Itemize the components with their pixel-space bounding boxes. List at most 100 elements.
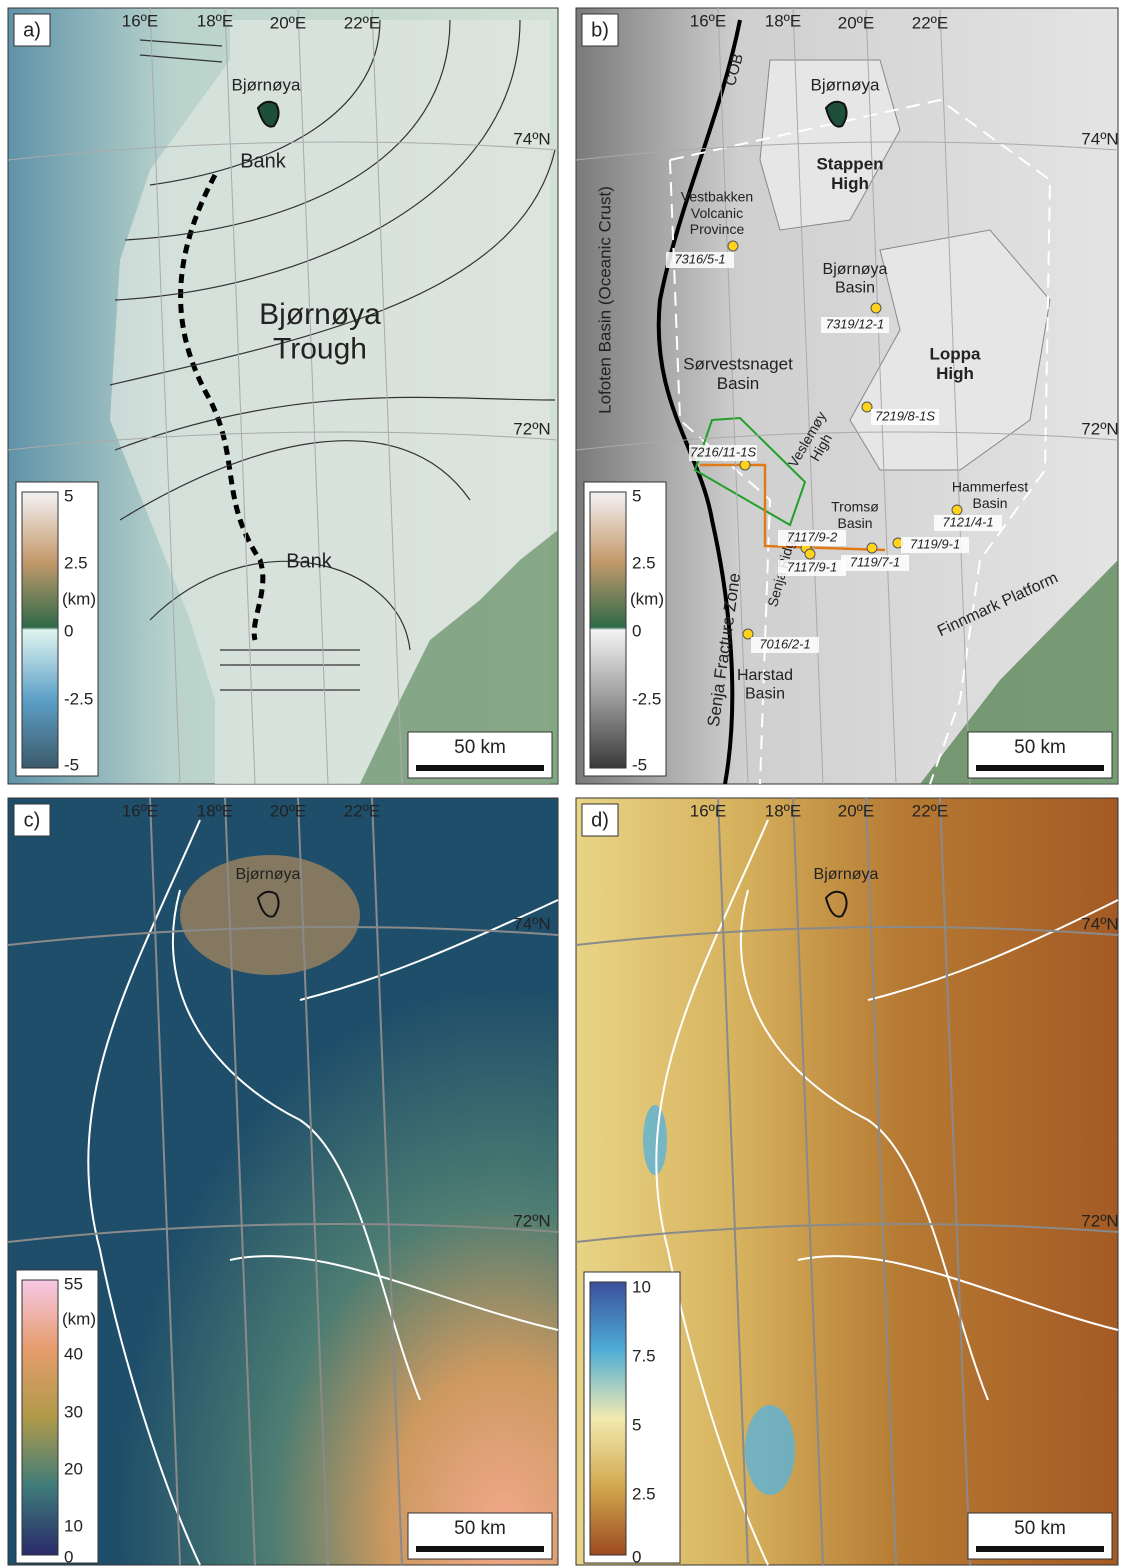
panel-label: b)	[591, 19, 609, 41]
latitude-label: 74ºN	[513, 914, 550, 933]
colorbar-tick-label: 5	[632, 1415, 641, 1434]
latitude-label: 72ºN	[513, 1211, 550, 1230]
colorbar-tick-label: 40	[64, 1344, 83, 1363]
colorbar-unit: (km)	[62, 589, 96, 608]
colorbar-tick-label: 20	[64, 1459, 83, 1478]
place-name: HarstadBasin	[737, 667, 793, 702]
place-name-line: Volcanic	[691, 205, 743, 221]
longitude-label: 18ºE	[765, 11, 801, 30]
anomaly	[643, 1105, 667, 1175]
colorbar-unit: (km)	[630, 589, 664, 608]
place-name-line: Basin	[972, 495, 1007, 511]
well-label: 7016/2-1	[759, 636, 810, 651]
scale-bar	[416, 1546, 544, 1552]
scale-bar	[976, 1546, 1104, 1552]
latitude-label: 74ºN	[1081, 914, 1118, 933]
well-label: 7119/7-1	[850, 554, 900, 569]
well-label: 7216/11-1S	[690, 444, 757, 459]
colorbar-tick-label: 2.5	[632, 1484, 656, 1503]
longitude-label: 16ºE	[122, 801, 158, 820]
well-label: 7119/9-1	[910, 536, 960, 551]
place-name: Bjørnøya	[236, 866, 301, 883]
colorbar-tick-label: 0	[64, 1547, 73, 1566]
longitude-label: 20ºE	[838, 801, 874, 820]
place-name: TromsøBasin	[831, 499, 879, 531]
place-name-line: Bjørnøya	[232, 75, 302, 94]
latitude-label: 72ºN	[1081, 1211, 1118, 1230]
colorbar-tick-label: 5	[64, 486, 73, 505]
scale-bar	[416, 765, 544, 771]
latitude-label: 74ºN	[1081, 129, 1118, 148]
place-name-line: High	[831, 174, 869, 193]
place-name-line: Loppa	[930, 344, 982, 363]
longitude-label: 20ºE	[270, 801, 306, 820]
colorbar	[590, 492, 626, 768]
place-name: Bank	[286, 550, 333, 572]
place-name-line: Bjørnøya	[259, 298, 381, 331]
colorbar-tick-label: 0	[632, 1547, 641, 1566]
place-name-line: High	[936, 364, 974, 383]
longitude-label: 16ºE	[690, 11, 726, 30]
scale-label: 50 km	[454, 737, 506, 758]
longitude-label: 22ºE	[912, 13, 948, 32]
place-name-line: Lofoten Basin (Oceanic Crust)	[595, 186, 614, 414]
well-label: 7117/9-2	[787, 529, 838, 544]
longitude-label: 16ºE	[122, 11, 158, 30]
colorbar-tick-label: 7.5	[632, 1346, 656, 1365]
longitude-label: 18ºE	[197, 801, 233, 820]
place-name-line: Bjørnøya	[811, 75, 881, 94]
well	[862, 402, 872, 412]
colorbar-tick-label: 2.5	[632, 553, 656, 572]
panel-label: a)	[23, 19, 41, 41]
place-name: Bank	[240, 150, 287, 172]
well-label: 7319/12-1	[826, 316, 885, 331]
colorbar-tick-label: 0	[64, 621, 73, 640]
place-name-line: Bjørnøya	[823, 261, 888, 278]
scale-label: 50 km	[1014, 737, 1066, 758]
latitude-label: 74ºN	[513, 129, 550, 148]
place-name-line: Basin	[837, 515, 872, 531]
colorbar-tick-label: 10	[632, 1277, 651, 1296]
place-name-line: Province	[690, 221, 745, 237]
colorbar	[590, 1282, 626, 1555]
place-name: Bjørnøya	[232, 75, 302, 94]
place-name-line: Bank	[240, 150, 287, 172]
longitude-label: 22ºE	[344, 801, 380, 820]
latitude-label: 72ºN	[513, 419, 550, 438]
panel-label: c)	[24, 809, 41, 831]
scale-label: 50 km	[454, 1518, 506, 1539]
well	[740, 460, 750, 470]
colorbar	[22, 492, 58, 768]
well-label: 7117/9-1	[787, 559, 837, 574]
colorbar-tick-label: 55	[64, 1274, 83, 1293]
place-name-line: Tromsø	[831, 499, 879, 515]
longitude-label: 22ºE	[912, 801, 948, 820]
longitude-label: 20ºE	[838, 13, 874, 32]
place-name: Bjørnøya	[811, 75, 881, 94]
colorbar-tick-label: 2.5	[64, 553, 88, 572]
well-label: 7121/4-1	[942, 514, 993, 529]
colorbar-tick-label: 10	[64, 1516, 83, 1535]
place-name-line: Stappen	[816, 154, 883, 173]
place-name: BjørnøyaTrough	[259, 298, 381, 366]
place-name-line: Bjørnøya	[814, 866, 879, 883]
place-name-line: Basin	[745, 686, 785, 703]
colorbar-tick-label: 0	[632, 621, 641, 640]
well-label: 7219/8-1S	[875, 408, 935, 423]
place-name-line: Bank	[286, 550, 333, 572]
longitude-label: 20ºE	[270, 13, 306, 32]
place-name-line: Bjørnøya	[236, 866, 301, 883]
longitude-label: 18ºE	[765, 801, 801, 820]
scale-label: 50 km	[1014, 1518, 1066, 1539]
well	[805, 549, 815, 559]
panel-label: d)	[591, 809, 609, 831]
well	[871, 303, 881, 313]
colorbar-tick-label: -5	[632, 755, 647, 774]
place-name: Bjørnøya	[814, 866, 879, 883]
longitude-label: 18ºE	[197, 11, 233, 30]
well	[728, 241, 738, 251]
anomaly	[745, 1405, 795, 1495]
colorbar-tick-label: 30	[64, 1402, 83, 1421]
colorbar-tick-label: -5	[64, 755, 79, 774]
place-name-line: Basin	[835, 280, 875, 297]
